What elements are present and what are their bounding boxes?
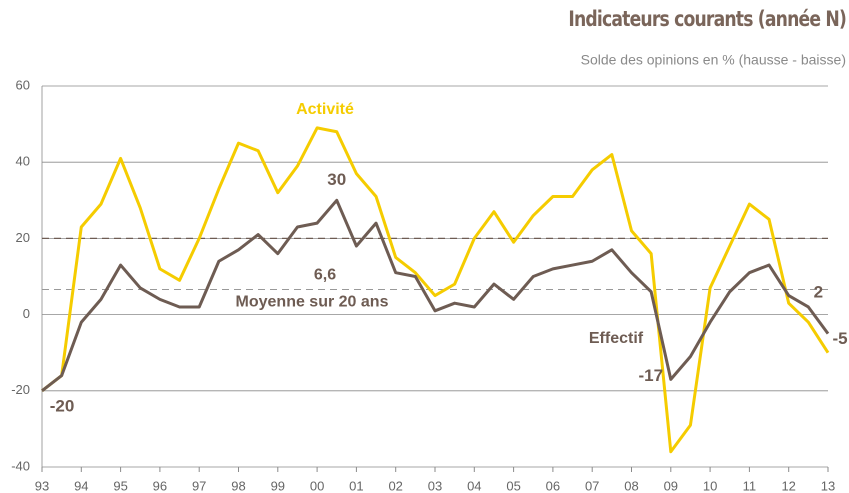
data-label: -17 [639,366,664,385]
x-tick-label: 02 [388,478,402,493]
chart-subtitle: Solde des opinions en % (hausse - baisse… [581,52,846,68]
x-tick-label: 93 [35,478,49,493]
reference-caption: Moyenne sur 20 ans [236,294,389,311]
reference-value-label: 6,6 [314,267,336,284]
x-tick-label: 06 [546,478,560,493]
y-tick-label: 20 [16,230,30,245]
y-tick-label: 60 [16,77,30,92]
x-tick-label: 01 [349,478,363,493]
x-tick-label: 09 [664,478,678,493]
x-tick-label: 12 [781,478,795,493]
chart-title: Indicateurs courants (année N) [568,6,846,31]
y-tick-label: -40 [11,458,30,473]
x-tick-label: 96 [153,478,167,493]
series-line [41,126,830,454]
x-tick-label: 11 [743,478,757,493]
x-tick-label: 10 [703,478,717,493]
x-tick-label: 95 [113,478,127,493]
series-label: Activité [296,101,354,118]
x-tick-label: 04 [467,478,481,493]
x-tick-label: 98 [231,478,245,493]
y-tick-label: 40 [16,154,30,169]
series-line [41,198,830,392]
x-tick-label: 07 [585,478,599,493]
x-tick-label: 99 [271,478,285,493]
y-tick-label: 0 [23,306,30,321]
x-tick-label: 00 [310,478,324,493]
series-label: Effectif [589,330,644,347]
data-label: 30 [327,170,346,189]
data-label: 2 [814,282,823,301]
x-tick-label: 05 [506,478,520,493]
x-tick-label: 97 [192,478,206,493]
data-label: -20 [50,396,75,415]
x-tick-label: 03 [428,478,442,493]
x-tick-label: 94 [74,478,88,493]
x-tick-label: 13 [821,478,835,493]
y-tick-label: -20 [11,382,30,397]
x-tick-label: 08 [624,478,638,493]
data-label: -5 [832,329,847,348]
